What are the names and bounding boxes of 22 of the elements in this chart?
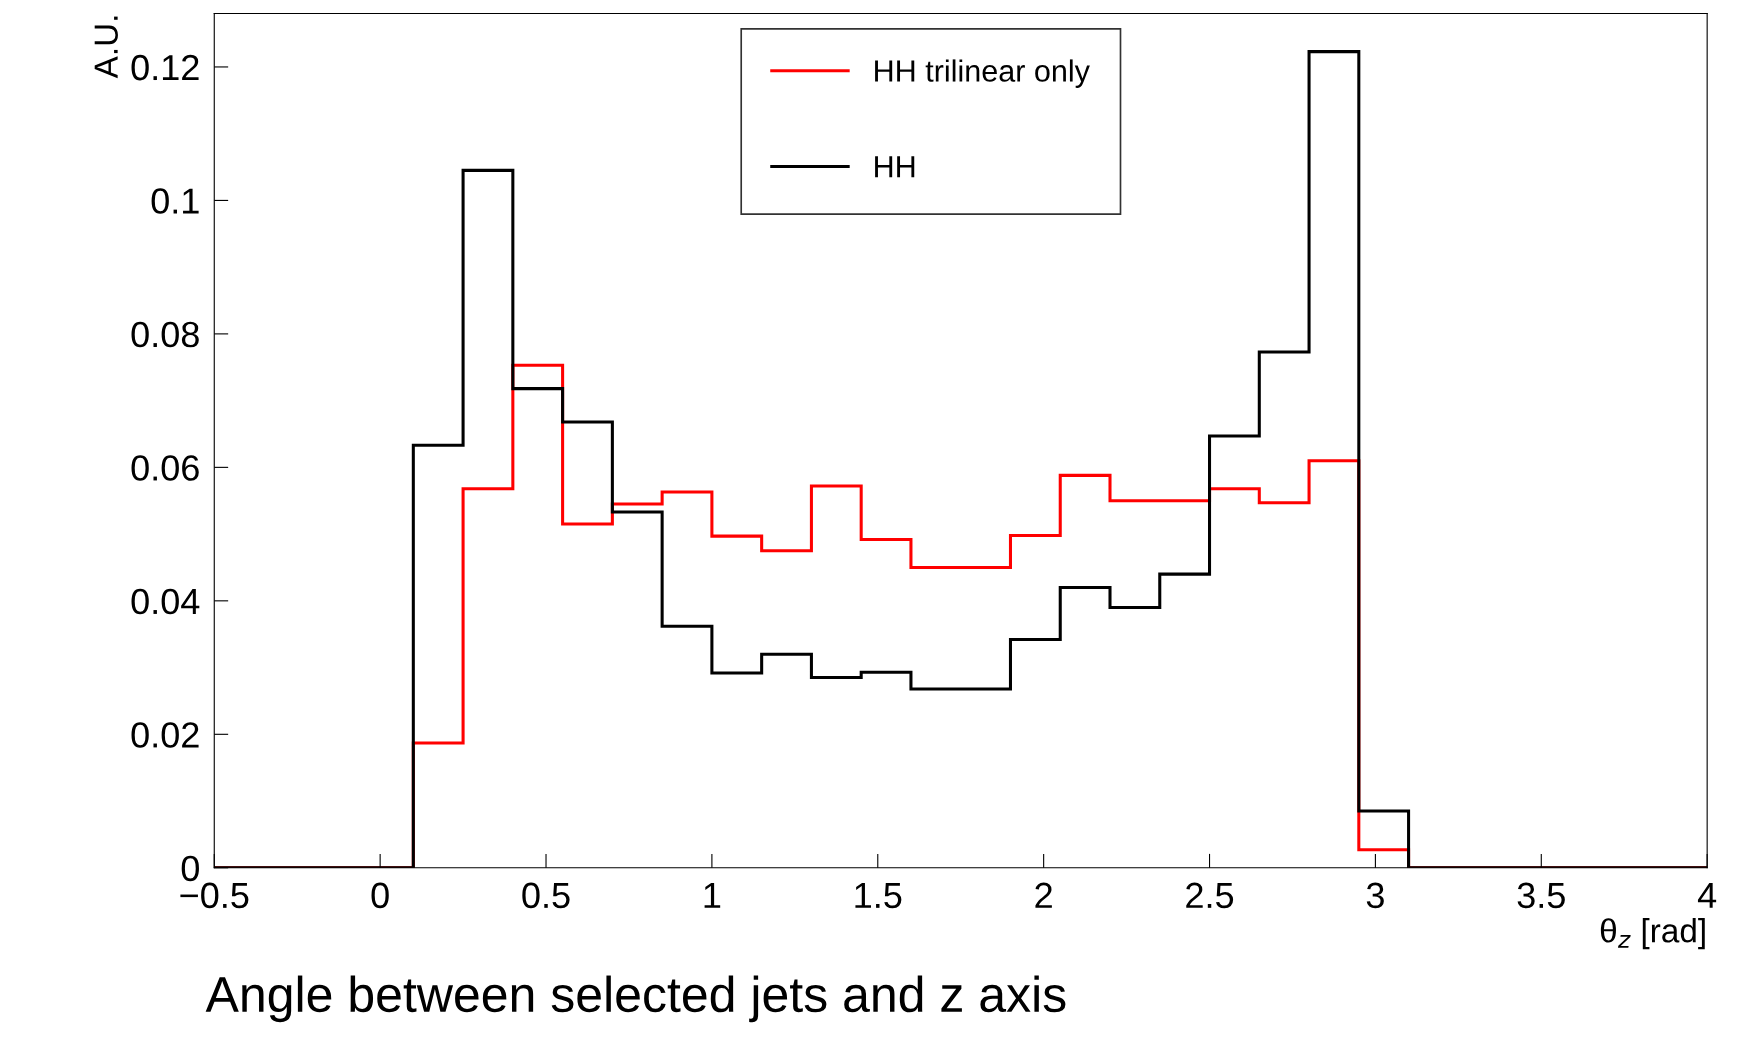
y-axis-title: A.U. (94, 16, 118, 79)
legend-label: HH trilinear only (875, 59, 1090, 88)
x-tick-label: 0.5 (522, 882, 570, 909)
x-axis-title: θ$_{z}$ [rad] (1600, 918, 1705, 950)
y-tick-label: 0.1 (151, 188, 199, 214)
x-tick-label: 2.5 (1186, 882, 1234, 909)
y-tick-label: 0.06 (131, 455, 199, 481)
y-tick-label: 0 (181, 855, 199, 882)
y-tick-label: 0.02 (131, 722, 199, 748)
text: Angle between selected jets and z axis (205, 975, 1066, 1023)
x-tick-label: −0.5 (180, 882, 249, 909)
x-tick-label: 0 (371, 882, 389, 909)
y-tick-label: 0.08 (131, 321, 199, 348)
y-tick-label: 0.04 (131, 588, 200, 615)
legend-label: HH (875, 156, 915, 178)
x-tick-label: 3.5 (1517, 882, 1565, 909)
x-tick-label: 1 (704, 882, 721, 908)
x-tick-label: 2 (1035, 882, 1052, 908)
x-tick-label: 4 (1697, 882, 1717, 908)
y-tick-label: 0.12 (131, 54, 199, 81)
x-tick-label: 3 (1366, 882, 1384, 909)
x-tick-label: 1.5 (855, 882, 902, 909)
